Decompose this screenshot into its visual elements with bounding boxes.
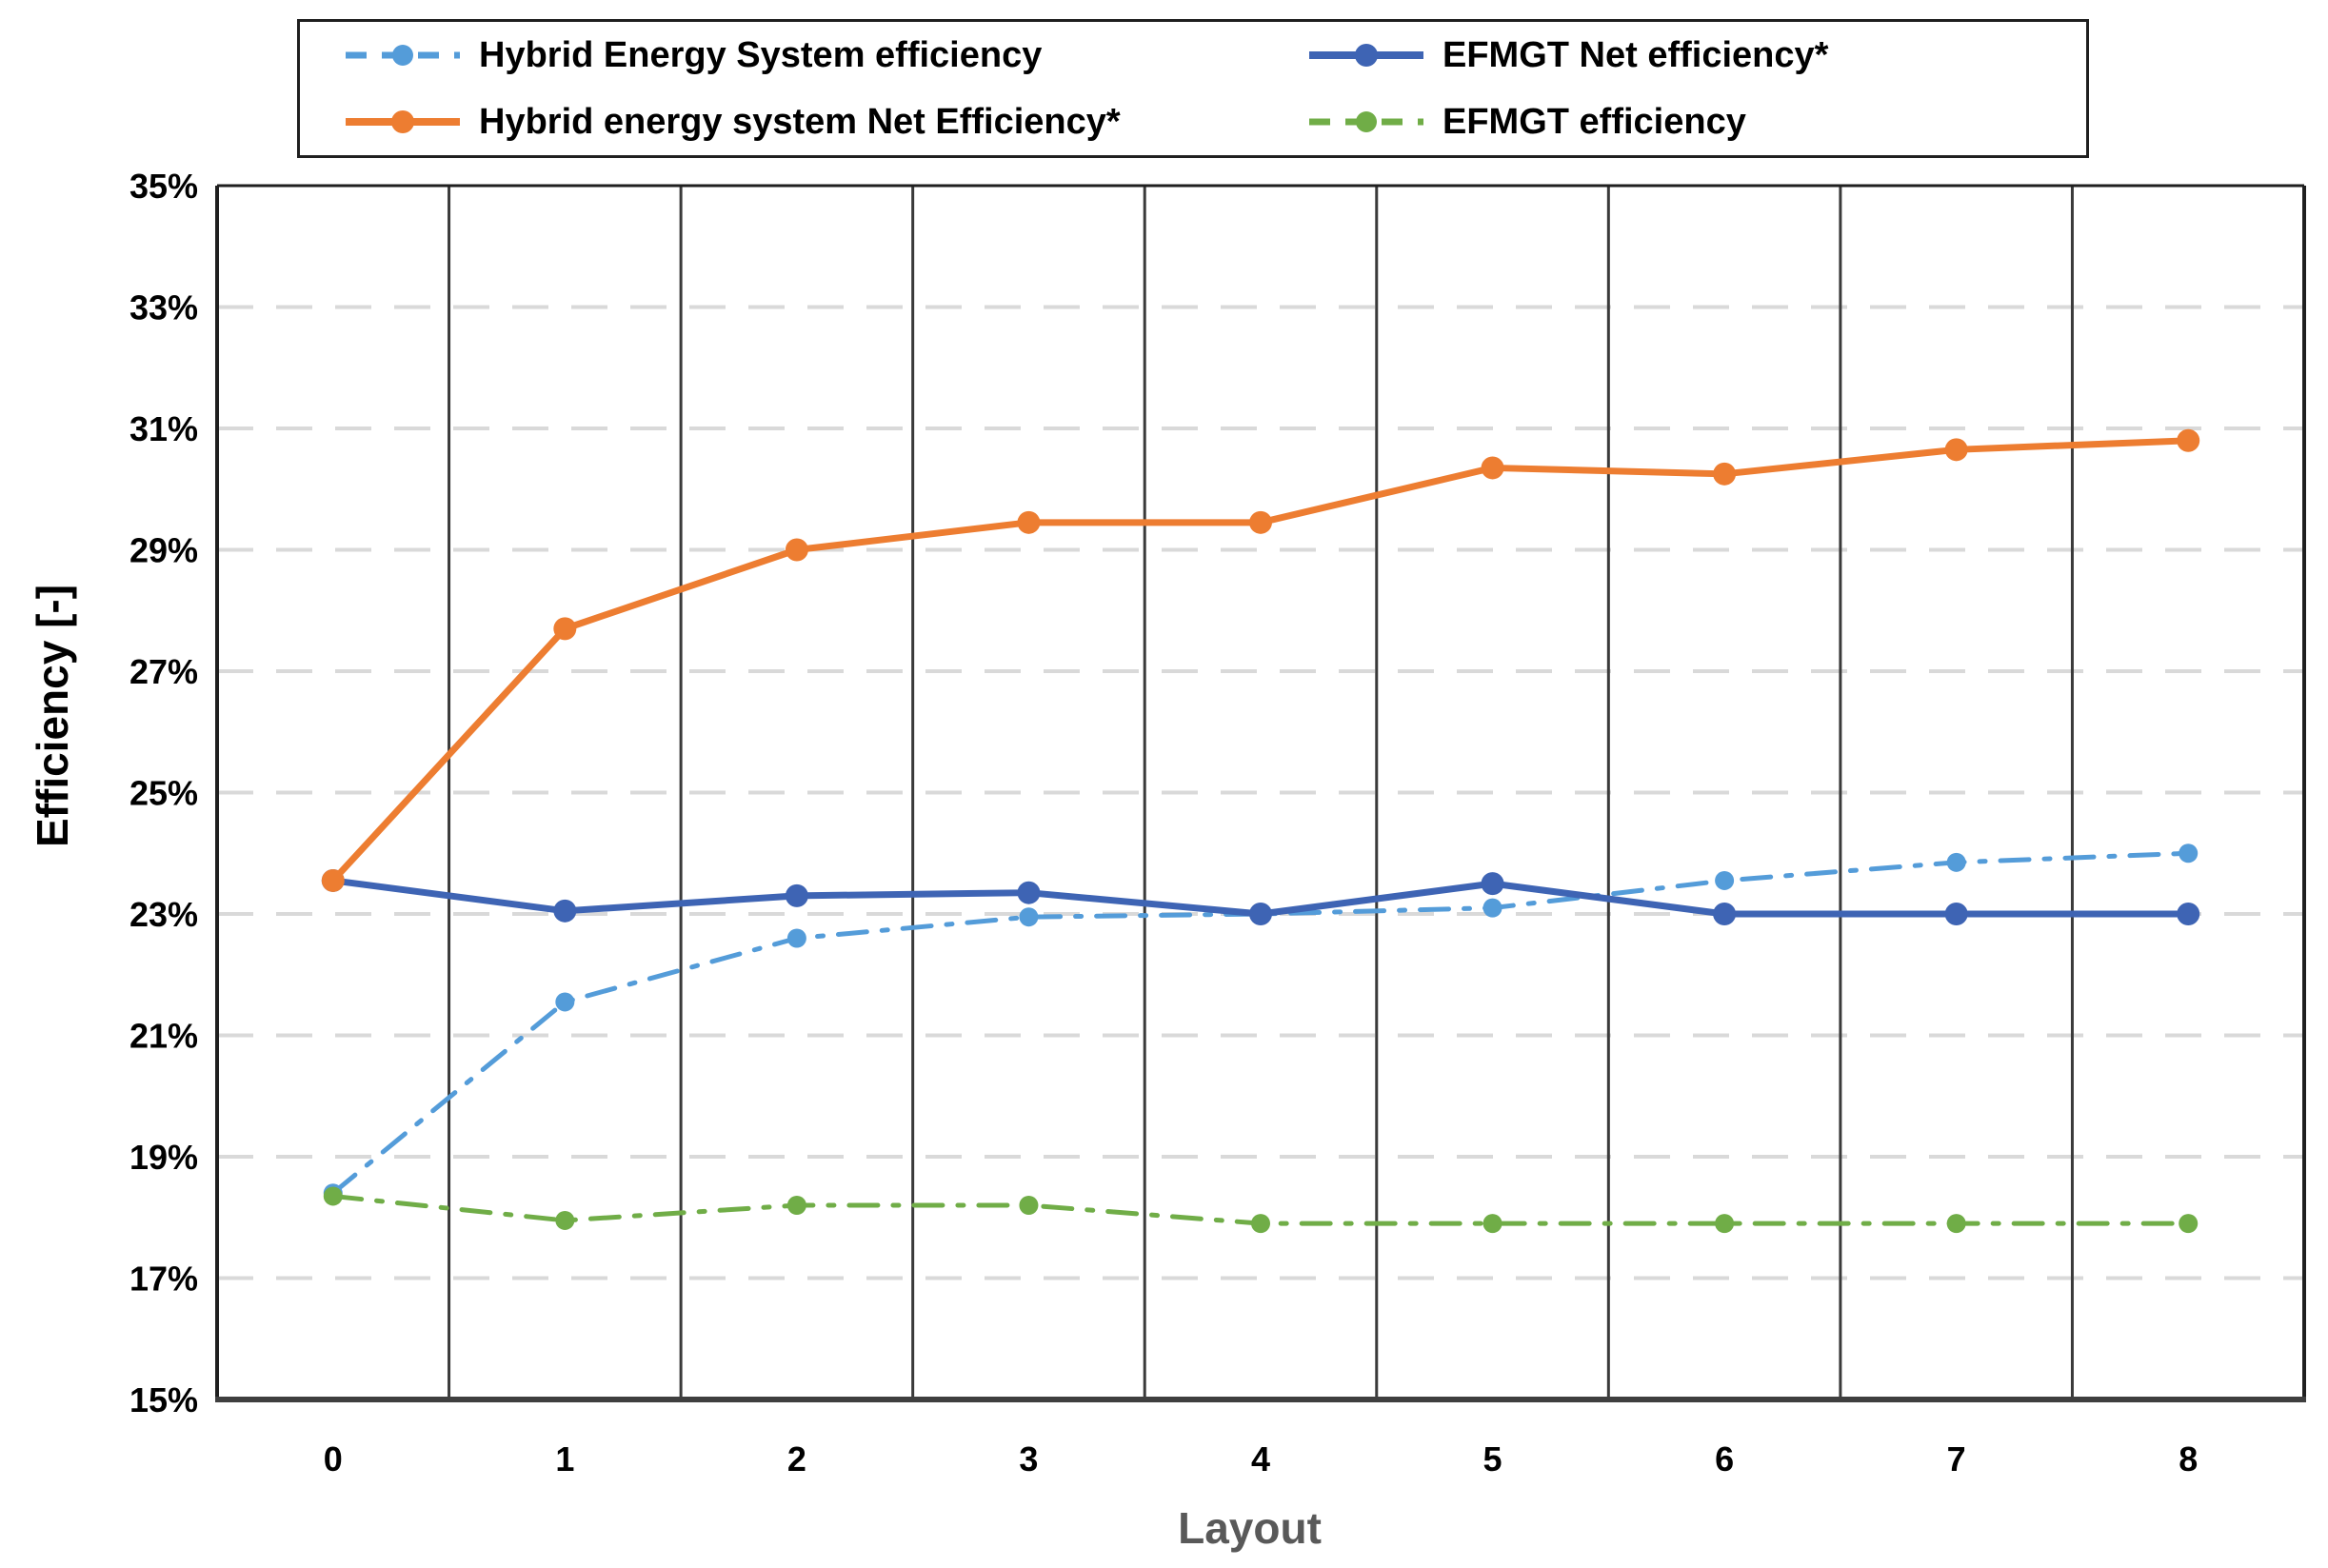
legend-label: EFMGT Net efficiency* [1443,34,1829,75]
series-1-marker-7 [1944,903,1968,925]
y-tick-label: 17% [129,1260,198,1299]
series-0-marker-1 [555,992,575,1012]
x-tick-label: 6 [1715,1439,1734,1479]
series-0-marker-2 [786,928,806,948]
series-line-0 [330,850,2191,1196]
chart-legend: Hybrid Energy System efficiency EFMGT Ne… [297,19,2089,158]
series-3-marker-3 [1019,1196,1039,1215]
y-tick-label: 25% [129,774,198,813]
series-1-marker-2 [785,883,808,907]
series-2-marker-8 [2177,428,2200,452]
series-1-marker-5 [1481,872,1504,896]
series-0-marker-5 [1482,898,1502,918]
series-3-marker-2 [786,1196,806,1215]
legend-item-hybrid-energy-system-efficiency: Hybrid Energy System efficiency [344,35,1307,76]
series-2-marker-3 [1017,510,1041,534]
series-3-marker-6 [1715,1214,1735,1234]
series-0-marker-6 [1715,870,1735,890]
series-2-marker-2 [785,538,808,562]
series-2-marker-5 [1481,456,1504,480]
series-3-marker-1 [555,1210,575,1230]
series-line-2 [329,437,2192,884]
y-axis-title: Efficiency [-] [28,584,77,847]
legend-item-efmgt-net-efficiency: EFMGT Net efficiency* [1307,35,2086,76]
legend-label: EFMGT efficiency [1443,101,1746,142]
x-axis-title: Layout [1178,1503,1322,1553]
x-tick-label: 8 [2179,1439,2198,1479]
series-1-marker-6 [1713,903,1737,925]
legend-label: Hybrid energy system Net Efficiency* [479,101,1121,142]
x-tick-label: 0 [324,1439,343,1479]
y-tick-label: 23% [129,895,198,934]
x-tick-label: 3 [1019,1439,1038,1479]
legend-label: Hybrid Energy System efficiency [479,34,1043,75]
x-tick-label: 1 [555,1439,574,1479]
x-tick-label: 5 [1483,1439,1502,1479]
series-3-marker-0 [323,1186,343,1206]
series-0-marker-8 [2179,844,2199,863]
series-3-marker-4 [1251,1214,1270,1234]
y-tick-label: 27% [129,652,198,691]
y-tick-label: 33% [129,288,198,327]
x-tick-label: 7 [1947,1439,1966,1479]
series-0-marker-7 [1946,852,1966,872]
x-tick-label: 4 [1251,1439,1270,1479]
series-3-marker-7 [1946,1214,1966,1234]
y-tick-label: 15% [129,1380,198,1419]
legend-marker-solid-orange-icon [346,110,460,133]
legend-marker-dash-dot-lightblue-icon [346,45,460,66]
series-2-marker-4 [1249,510,1272,534]
legend-item-efmgt-efficiency: EFMGT efficiency [1307,102,2086,143]
series-2-marker-6 [1713,462,1737,486]
series-3-marker-8 [2179,1214,2199,1234]
series-3-marker-5 [1482,1214,1502,1234]
x-tick-label: 2 [787,1439,806,1479]
legend-marker-dash-dot-green-icon [1309,111,1423,132]
y-tick-label: 21% [129,1017,198,1056]
legend-marker-solid-darkblue-icon [1309,44,1423,67]
y-tick-label: 29% [129,531,198,570]
legend-item-hybrid-energy-system-net-efficiency: Hybrid energy system Net Efficiency* [344,102,1307,143]
series-2-marker-0 [321,868,345,892]
series-2-marker-1 [553,617,577,641]
series-0-marker-3 [1019,907,1039,927]
y-tick-label: 19% [129,1138,198,1177]
series-1-marker-1 [553,899,577,923]
y-tick-label: 31% [129,409,198,448]
series-2-marker-7 [1944,438,1968,462]
y-tick-label: 35% [129,167,198,206]
series-1-marker-3 [1017,881,1041,904]
series-1-marker-4 [1249,903,1272,925]
series-1-marker-8 [2177,903,2200,925]
